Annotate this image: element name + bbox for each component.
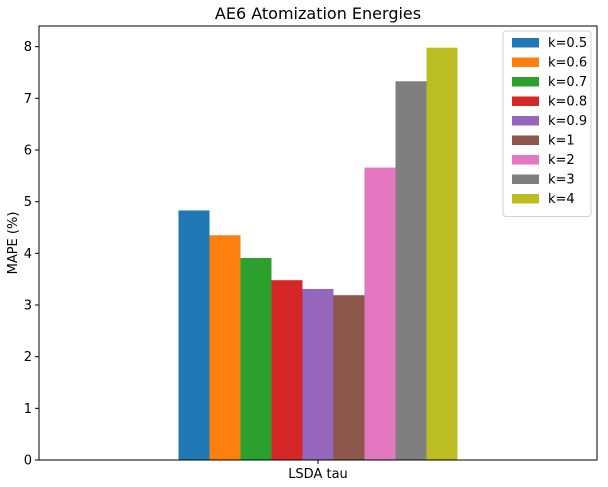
y-axis-label: MAPE (%) xyxy=(6,212,21,275)
legend-swatch xyxy=(512,96,539,106)
legend-swatch xyxy=(512,135,539,145)
bar-k-2 xyxy=(364,167,396,461)
bar-k-0-6 xyxy=(209,235,241,460)
y-tick-label: 5 xyxy=(24,195,32,210)
legend-swatch xyxy=(512,116,539,126)
bar-k-0-5 xyxy=(178,210,210,460)
legend-swatch xyxy=(512,155,539,165)
bar-k-4 xyxy=(426,47,458,460)
legend-swatch xyxy=(512,174,539,184)
y-tick-label: 8 xyxy=(24,40,32,55)
bar-k-3 xyxy=(395,81,427,461)
y-tick-label: 7 xyxy=(24,92,32,107)
y-tick-label: 2 xyxy=(24,350,32,365)
bar-k-0-9 xyxy=(302,288,334,460)
bars xyxy=(178,47,458,461)
bar-k-0-8 xyxy=(271,280,303,460)
y-tick-label: 3 xyxy=(24,299,32,314)
chart-title: AE6 Atomization Energies xyxy=(215,4,421,23)
y-tick-label: 4 xyxy=(24,247,32,262)
legend-swatch xyxy=(512,38,539,48)
legend-entry-label: k=0.8 xyxy=(548,95,587,110)
legend-entry-label: k=3 xyxy=(548,173,575,188)
legend-entry-label: k=0.7 xyxy=(548,75,587,90)
legend-swatch xyxy=(512,194,539,204)
legend-entry-label: k=0.9 xyxy=(548,114,587,129)
bar-k-1 xyxy=(333,295,365,460)
legend: k=0.5 k=0.6 k=0.7 k=0.8 k=0.9 k=1 k=2 k=3 k=4 xyxy=(502,30,592,217)
y-tick-label: 1 xyxy=(24,402,32,417)
legend-entry-label: k=1 xyxy=(548,134,575,149)
legend-entry-label: k=2 xyxy=(548,153,575,168)
x-tick-label: LSDA tau xyxy=(288,467,348,482)
x-axis: LSDA tau xyxy=(288,460,348,482)
y-tick-label: 0 xyxy=(24,454,32,469)
legend-swatch xyxy=(512,77,539,87)
legend-entry-label: k=0.5 xyxy=(548,36,587,51)
legend-entry-label: k=0.6 xyxy=(548,56,587,71)
y-tick-label: 6 xyxy=(24,144,32,159)
y-axis: 0 1 2 3 4 5 6 7 8 xyxy=(24,40,39,469)
legend-entry-label: k=4 xyxy=(548,192,575,207)
legend-swatch xyxy=(512,57,539,67)
bar-k-0-7 xyxy=(240,257,272,460)
